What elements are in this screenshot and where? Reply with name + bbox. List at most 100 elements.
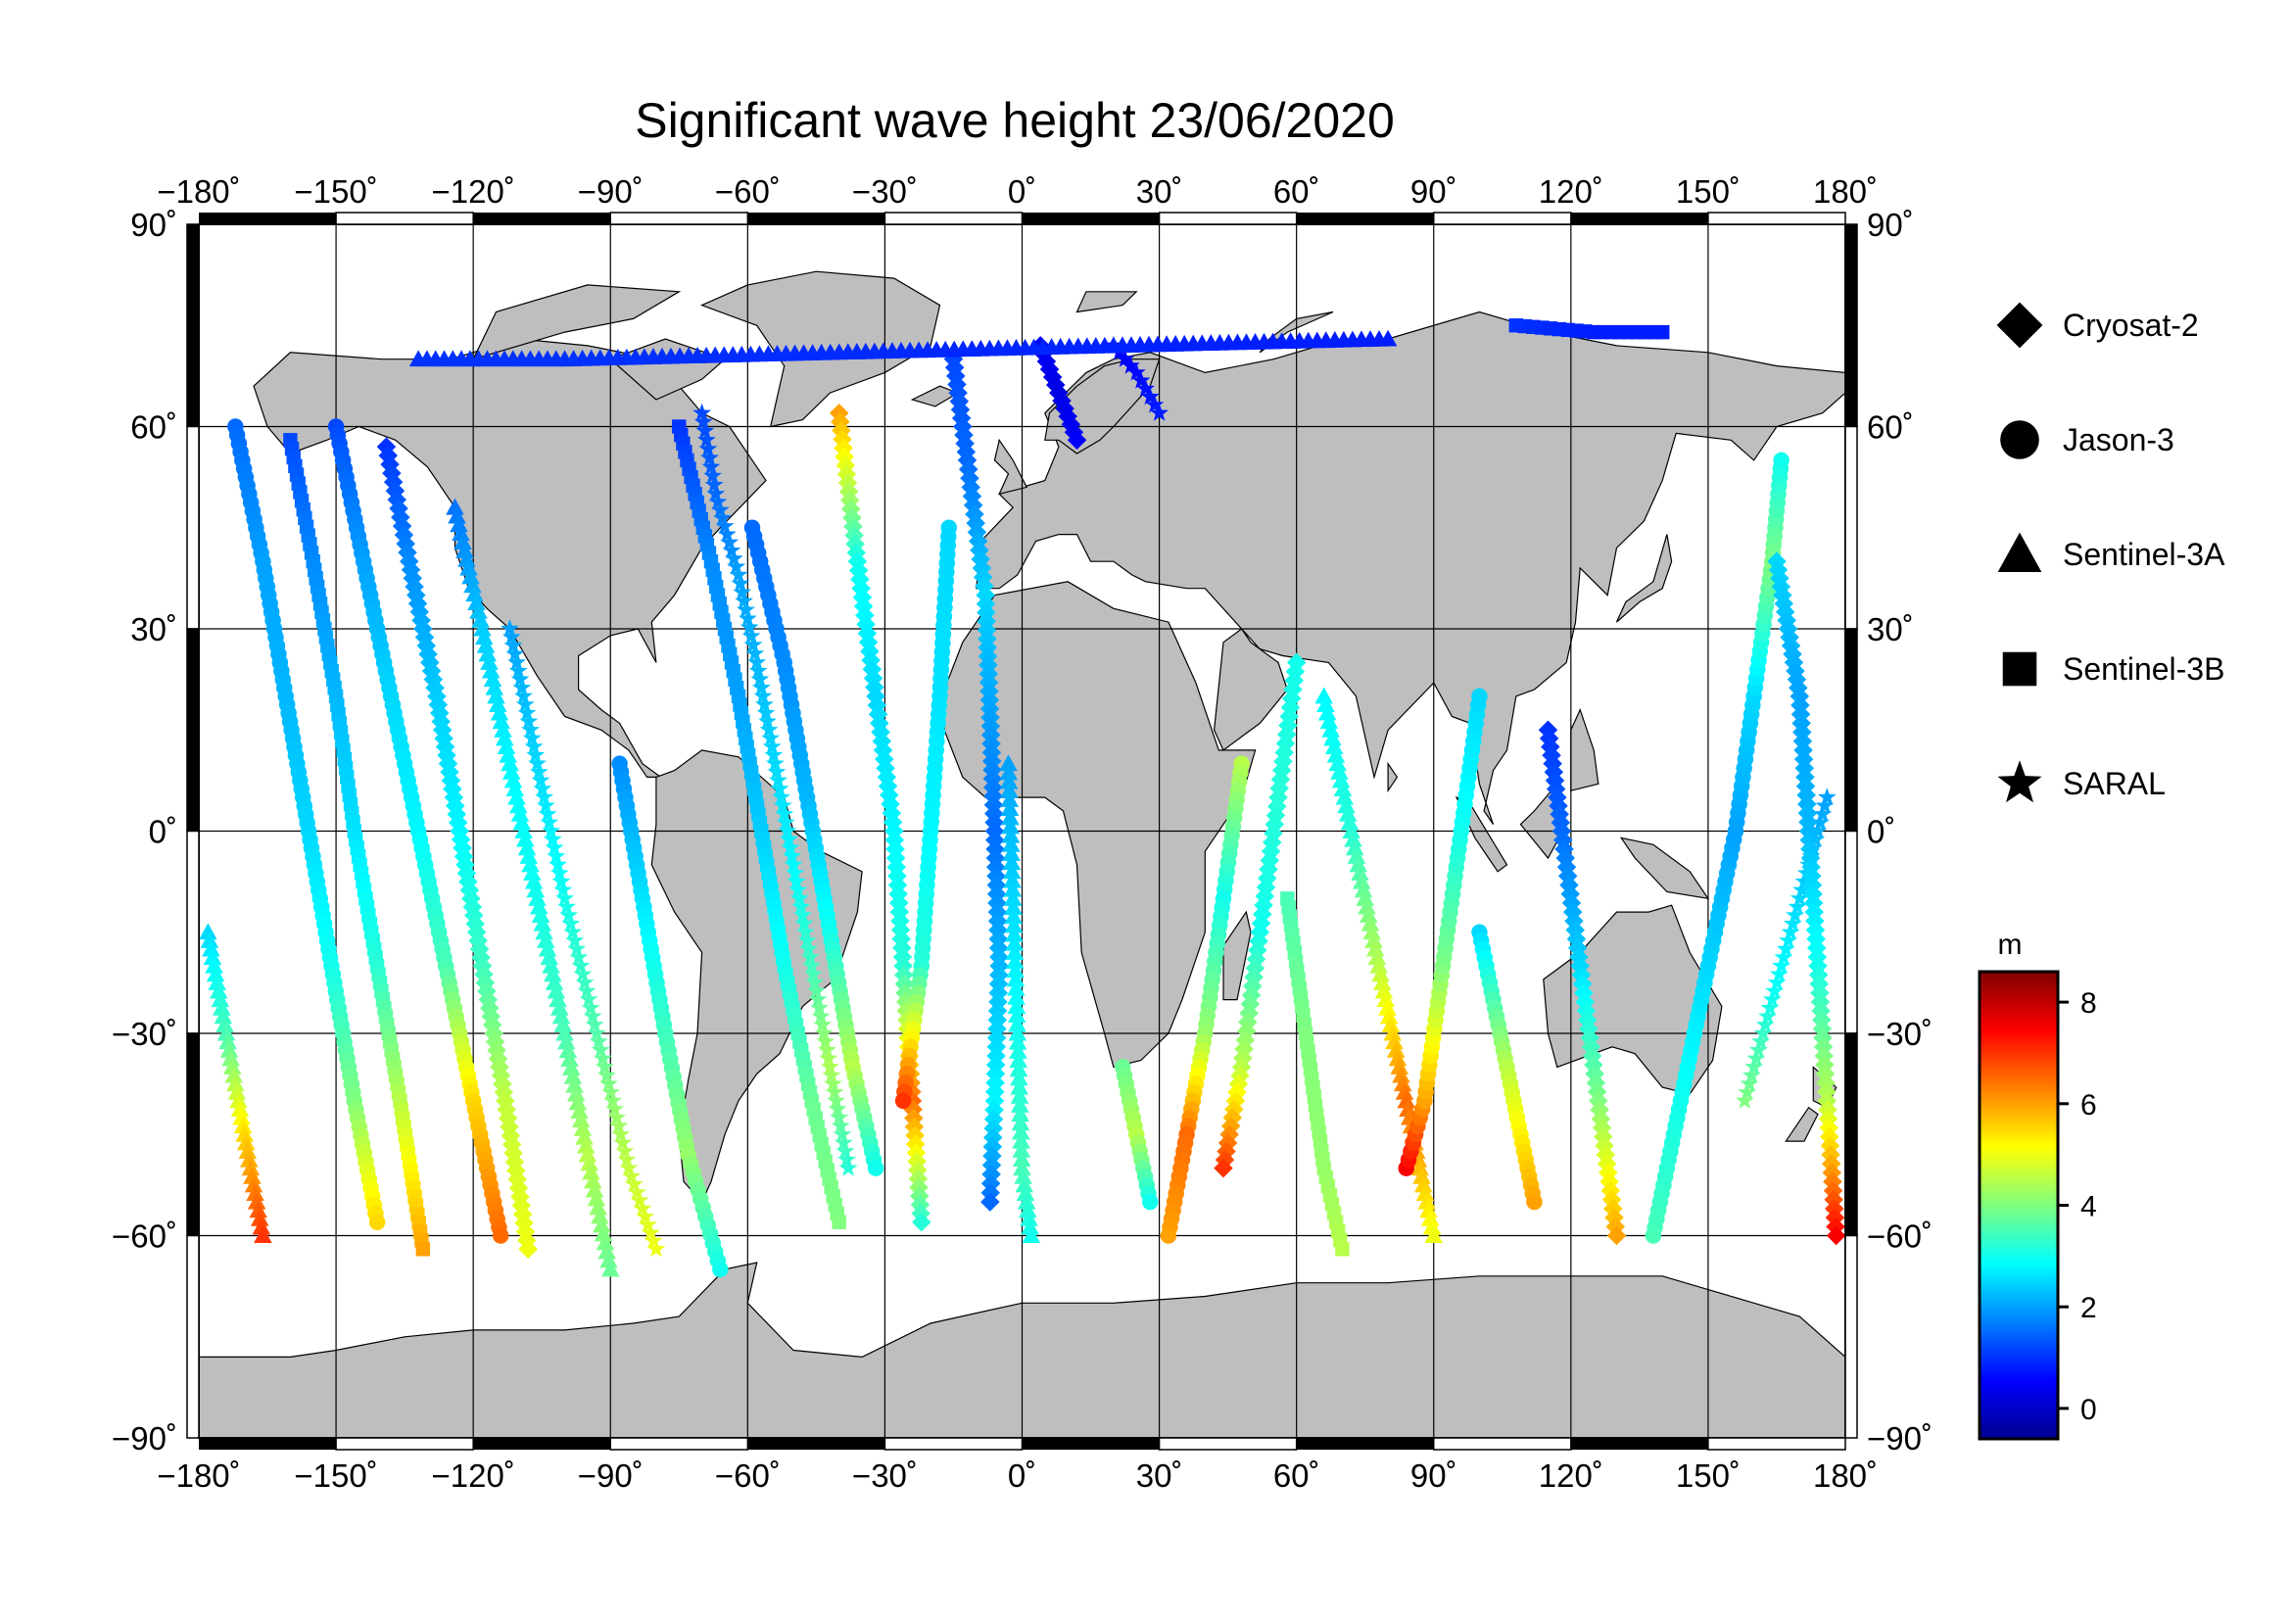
track-point bbox=[762, 737, 782, 755]
track-point bbox=[1338, 804, 1358, 822]
track-point bbox=[1011, 1122, 1030, 1140]
track-point bbox=[837, 1150, 856, 1169]
frame-bar bbox=[186, 628, 200, 833]
track-point bbox=[1122, 356, 1140, 374]
track-point bbox=[206, 965, 225, 982]
track-point bbox=[461, 567, 480, 585]
track-point bbox=[517, 838, 537, 856]
track-point bbox=[1011, 1114, 1030, 1131]
track-point bbox=[1774, 947, 1793, 966]
track-point bbox=[783, 846, 801, 865]
track-point bbox=[529, 897, 549, 915]
track-point bbox=[1762, 989, 1782, 1008]
track-point bbox=[607, 1108, 627, 1126]
track-point bbox=[453, 533, 472, 549]
frame-bar bbox=[609, 1437, 749, 1451]
track-point bbox=[767, 762, 787, 781]
track-point bbox=[1826, 1225, 1846, 1246]
track-cryosat-2 bbox=[1538, 720, 1627, 1246]
lat-tick-label: 30˚ bbox=[130, 611, 177, 647]
track-point bbox=[476, 636, 496, 653]
track-point bbox=[1786, 905, 1805, 924]
track-point bbox=[211, 990, 230, 1008]
track-point bbox=[501, 627, 521, 645]
track-point bbox=[1740, 1074, 1759, 1092]
track-jason-3 bbox=[1114, 1059, 1159, 1211]
track-point bbox=[1335, 788, 1354, 805]
track-point bbox=[1792, 880, 1812, 898]
track-point bbox=[1012, 1141, 1031, 1158]
track-point bbox=[784, 855, 803, 873]
lat-tick-label: 60˚ bbox=[1867, 409, 1914, 446]
track-point bbox=[243, 1167, 262, 1184]
track-point bbox=[813, 1015, 832, 1033]
frame-bar bbox=[199, 213, 337, 224]
track-point bbox=[622, 1167, 642, 1184]
track-point bbox=[547, 846, 566, 865]
track-point bbox=[589, 1198, 607, 1216]
track-saral bbox=[692, 403, 858, 1176]
lon-tick-label: −60˚ bbox=[715, 173, 781, 210]
track-point bbox=[522, 864, 542, 882]
track-point bbox=[1810, 813, 1830, 831]
track-point bbox=[1753, 1024, 1773, 1041]
lon-tick-label: −180˚ bbox=[157, 173, 240, 210]
track-point bbox=[703, 466, 722, 484]
track-point bbox=[573, 964, 593, 982]
track-point bbox=[720, 533, 740, 550]
track-point bbox=[1006, 970, 1026, 987]
track-point bbox=[751, 678, 771, 696]
track-point bbox=[514, 822, 533, 838]
track-point bbox=[738, 608, 757, 627]
track-point bbox=[733, 582, 752, 600]
track-point bbox=[1337, 796, 1356, 814]
track-point bbox=[515, 694, 535, 713]
track-point bbox=[1420, 1209, 1440, 1226]
track-point bbox=[1002, 862, 1022, 880]
track-point bbox=[729, 565, 748, 583]
track-point bbox=[832, 1215, 846, 1229]
track-point bbox=[1817, 788, 1837, 806]
track-point bbox=[698, 439, 718, 457]
track-point bbox=[203, 948, 222, 966]
track-point bbox=[1006, 952, 1025, 970]
lon-tick-label: 0˚ bbox=[1008, 1457, 1036, 1494]
track-point bbox=[490, 1057, 509, 1077]
frame-bar bbox=[186, 223, 200, 428]
track-point bbox=[561, 914, 581, 932]
track-point bbox=[524, 737, 544, 755]
track-point bbox=[499, 745, 518, 763]
track-point bbox=[501, 754, 519, 772]
lat-tick-label: −30˚ bbox=[1867, 1016, 1933, 1052]
track-point bbox=[1788, 897, 1807, 915]
track-point bbox=[740, 617, 759, 636]
track-point bbox=[252, 1218, 271, 1235]
track-point bbox=[471, 610, 490, 628]
track-point bbox=[521, 855, 540, 873]
track-point bbox=[528, 753, 547, 772]
track-point bbox=[1352, 872, 1371, 889]
land-new-zealand-south bbox=[1785, 1106, 1819, 1142]
track-point bbox=[1769, 964, 1789, 982]
track-point bbox=[1362, 923, 1382, 940]
track-point bbox=[1003, 871, 1022, 888]
track-point bbox=[1321, 720, 1340, 738]
track-cryosat-2 bbox=[376, 437, 538, 1260]
track-point bbox=[533, 914, 552, 931]
track-point bbox=[556, 1032, 576, 1050]
track-point bbox=[555, 1024, 574, 1041]
track-point bbox=[808, 989, 828, 1008]
track-point bbox=[1422, 1218, 1442, 1235]
track-point bbox=[706, 484, 726, 502]
track-point bbox=[800, 947, 820, 966]
track-point bbox=[831, 1116, 850, 1134]
track-point bbox=[756, 703, 776, 722]
track-point bbox=[487, 687, 505, 704]
track-point bbox=[1471, 688, 1488, 705]
track-jason-3 bbox=[227, 418, 386, 1230]
frame-bar bbox=[1844, 830, 1858, 1034]
lon-tick-label: −120˚ bbox=[432, 173, 515, 210]
frame-bar bbox=[1570, 1438, 1708, 1450]
track-point bbox=[1009, 1060, 1028, 1077]
track-point bbox=[796, 922, 815, 940]
